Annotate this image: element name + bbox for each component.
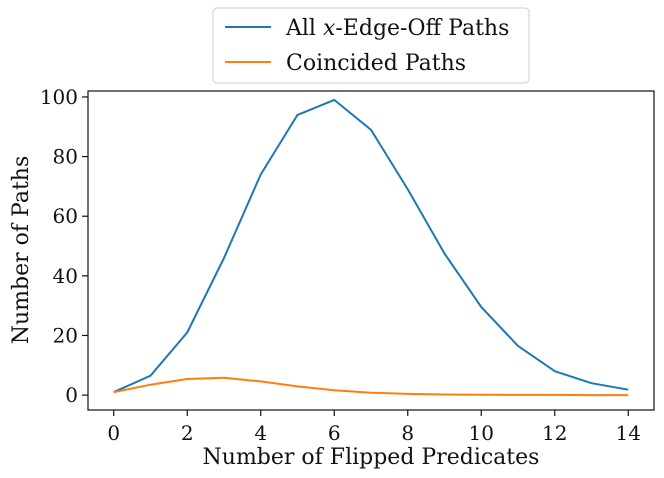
legend-box (212, 7, 530, 84)
legend-label-coincided-paths: Coincided Paths (286, 51, 466, 76)
legend-label-all-paths: All x-Edge-Off Paths (285, 16, 509, 41)
y-axis-label: Number of Paths (9, 156, 34, 345)
x-tick-label: 4 (254, 421, 267, 445)
x-axis-label: Number of Flipped Predicates (203, 445, 540, 470)
series-line-all-paths (113, 98, 629, 394)
x-tick-label: 2 (181, 421, 194, 445)
y-tick-label: 40 (53, 264, 78, 288)
x-tick-label: 10 (469, 421, 494, 445)
y-tick-label: 100 (40, 85, 78, 109)
y-tick-label: 60 (53, 204, 78, 228)
y-tick-label: 20 (53, 323, 78, 347)
x-tick-label: 14 (616, 421, 641, 445)
x-tick-label: 8 (401, 421, 414, 445)
series-line-coincided-paths (113, 376, 629, 397)
x-tick-label: 0 (107, 421, 120, 445)
y-axis-ticks: 0 20 40 60 80 100 (40, 85, 88, 407)
x-tick-label: 6 (328, 421, 341, 445)
plot-area-frame (87, 90, 655, 411)
legend: All x-Edge-Off Paths Coincided Paths (212, 7, 530, 84)
y-tick-label: 0 (65, 383, 78, 407)
y-tick-label: 80 (53, 145, 78, 169)
x-tick-label: 12 (542, 421, 567, 445)
x-axis-ticks: 0 2 4 6 8 10 12 14 (107, 410, 641, 445)
